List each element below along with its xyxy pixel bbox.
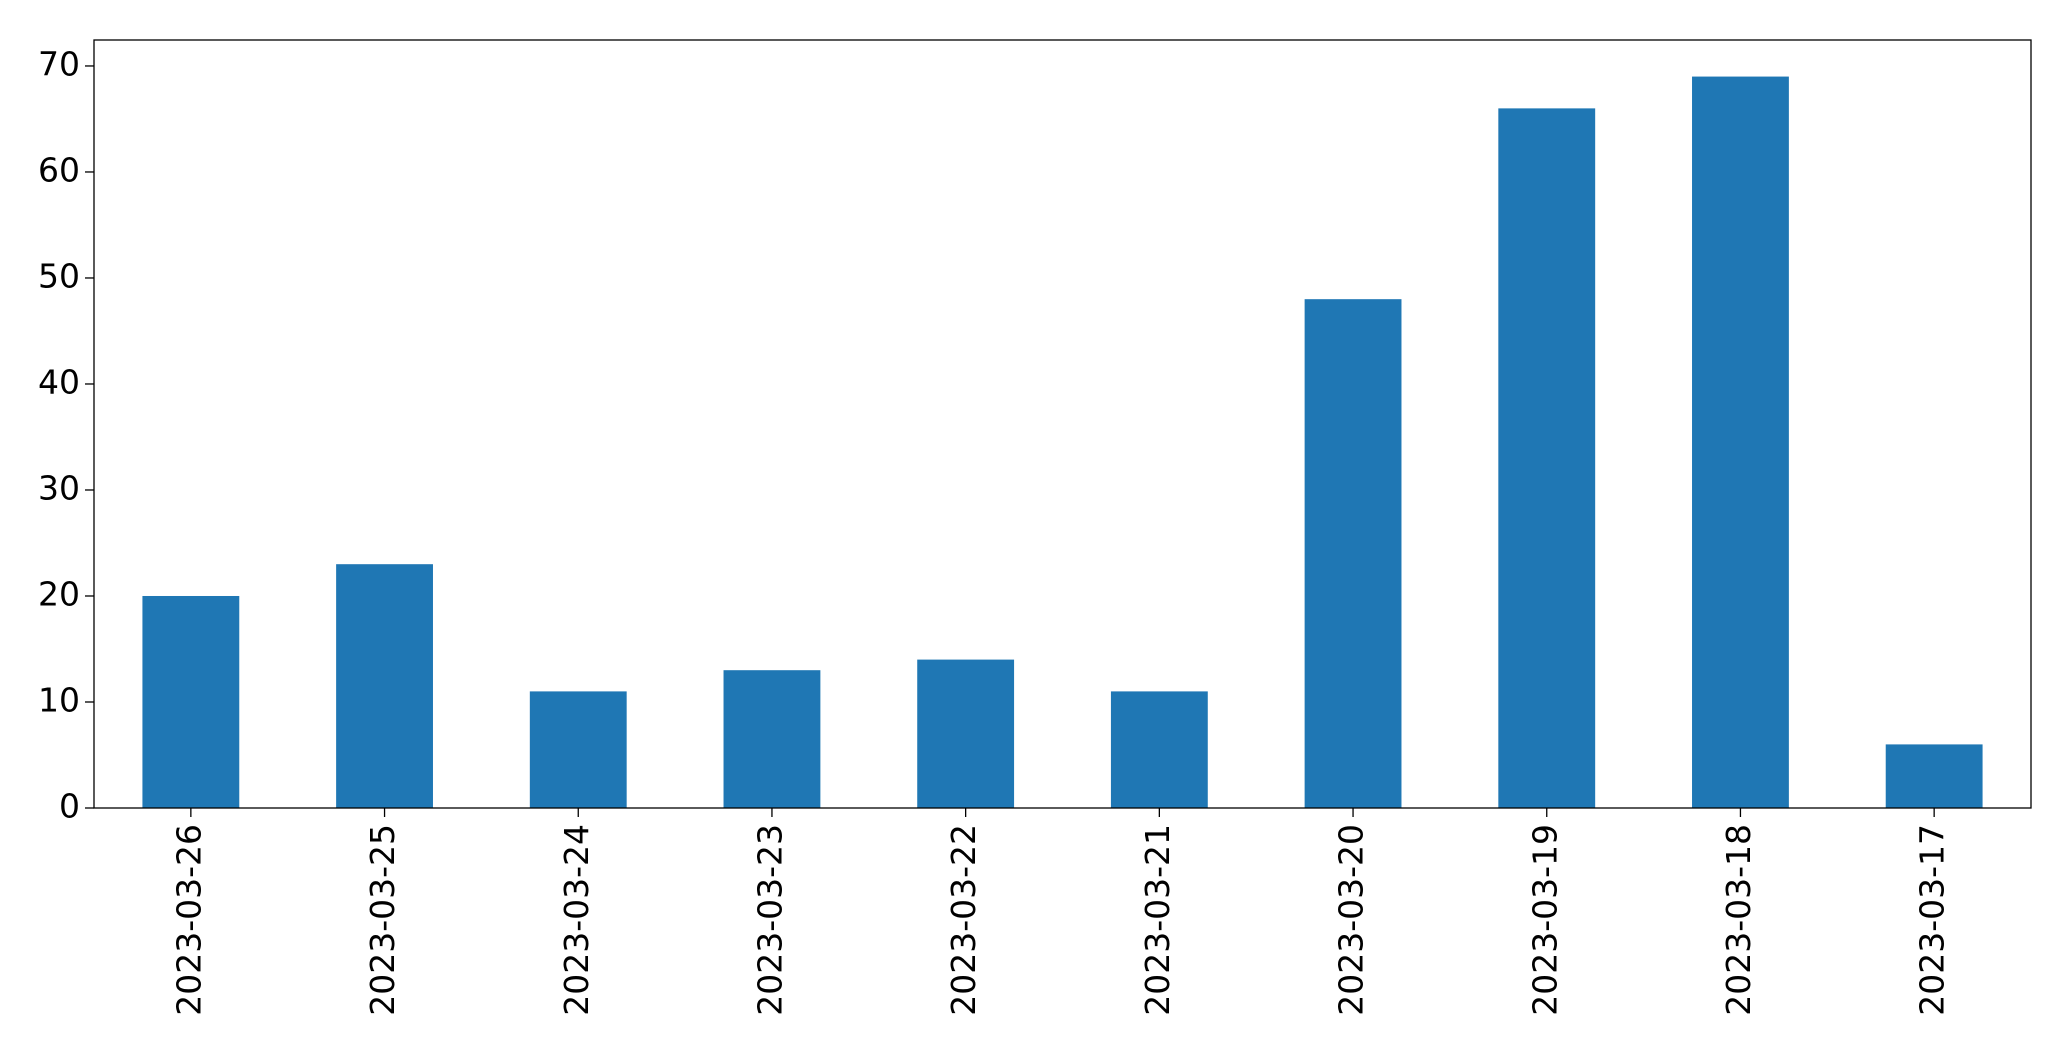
- bar: [723, 670, 821, 808]
- x-tick-label: 2023-03-25: [363, 824, 402, 1016]
- x-tick-label: 2023-03-18: [1719, 824, 1758, 1016]
- bar: [1885, 744, 1983, 808]
- y-tick-label: 40: [38, 362, 80, 401]
- x-tick-label: 2023-03-19: [1525, 824, 1564, 1016]
- bar: [917, 659, 1015, 808]
- y-tick-label: 70: [38, 44, 80, 83]
- x-tick-label: 2023-03-23: [750, 824, 789, 1016]
- bar: [336, 564, 433, 808]
- x-tick-label: 2023-03-17: [1913, 824, 1952, 1016]
- y-tick-label: 50: [38, 256, 80, 295]
- y-tick-label: 20: [38, 574, 80, 613]
- y-tick-label: 0: [59, 787, 80, 826]
- bar: [1304, 299, 1402, 808]
- x-tick-label: 2023-03-21: [1138, 824, 1177, 1016]
- y-tick-label: 10: [38, 680, 80, 719]
- bar: [1498, 108, 1596, 808]
- x-tick-label: 2023-03-20: [1332, 824, 1371, 1016]
- bar: [1692, 76, 1789, 809]
- x-tick-label: 2023-03-22: [944, 824, 983, 1016]
- plot-frame: [93, 39, 2032, 809]
- y-tick-label: 60: [38, 150, 80, 189]
- bar: [529, 691, 627, 808]
- x-tick-label: 2023-03-24: [557, 824, 596, 1016]
- bar: [1110, 691, 1208, 808]
- x-tick-label: 2023-03-26: [169, 824, 208, 1016]
- bar: [142, 595, 240, 808]
- y-tick-label: 30: [38, 468, 80, 507]
